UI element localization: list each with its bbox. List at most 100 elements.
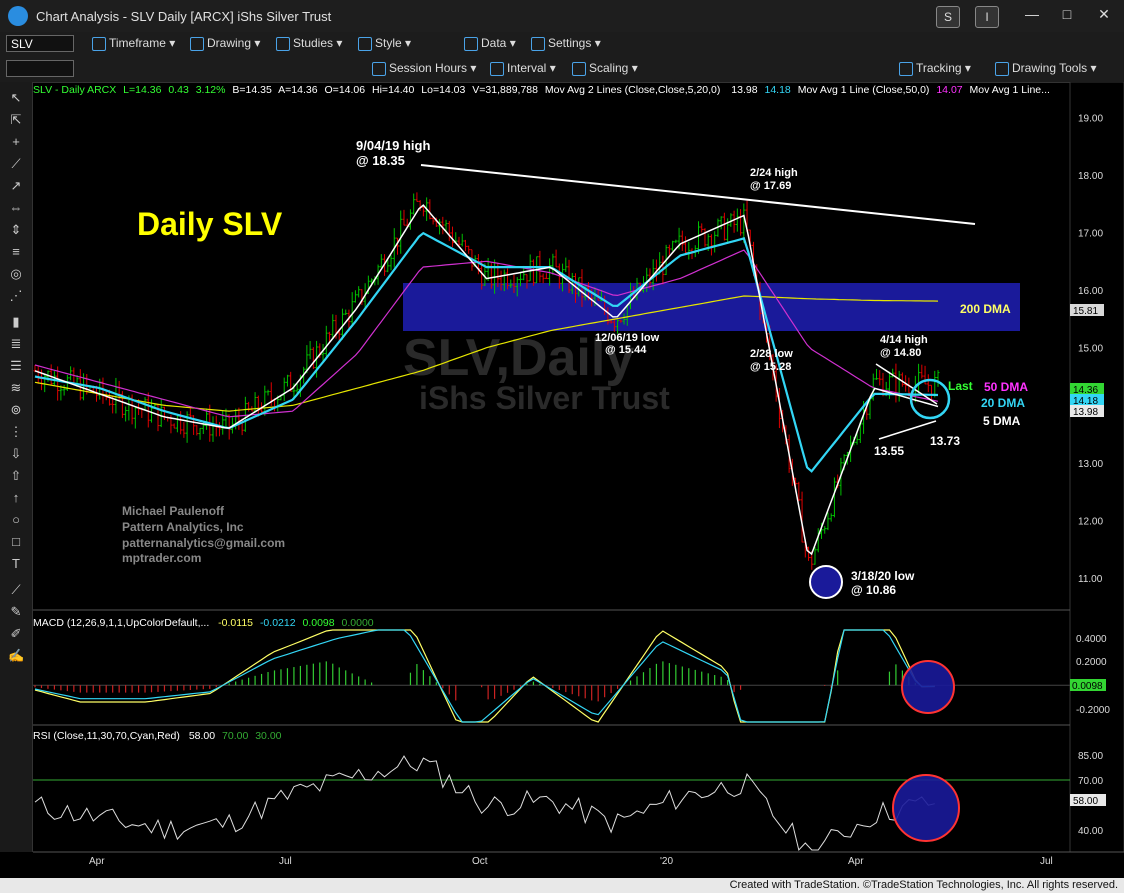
select-icon[interactable]: ⇱ [10, 112, 22, 127]
price-tick-1: 18.00 [1078, 171, 1103, 182]
symbol-link-button[interactable]: S [936, 6, 960, 28]
vertical-line-icon[interactable]: ⇕ [10, 222, 22, 237]
high-414-label: 4/14 high [880, 334, 928, 346]
tracking-menu[interactable]: Tracking ▾ [899, 61, 971, 76]
arrow-down-icon[interactable]: ⇩ [10, 446, 22, 461]
pencil-icon[interactable]: ✐ [10, 626, 22, 641]
gann-icon[interactable]: ◎ [10, 266, 22, 281]
macd-tag [1070, 679, 1106, 691]
resistance-trendline [420, 164, 976, 225]
ruler-icon[interactable]: ⟋ [11, 582, 21, 597]
price-tick-6: 13.00 [1078, 459, 1103, 470]
fib-icon[interactable]: ⋰ [9, 288, 23, 303]
trendline-icon[interactable]: ⟋ [11, 156, 21, 171]
rectangle-icon[interactable]: □ [12, 534, 20, 549]
gear-icon [531, 36, 545, 51]
low-318-label: 3/18/20 low [851, 569, 915, 583]
info-change: 0.43 [168, 84, 189, 96]
data-icon [464, 36, 478, 51]
time-label-jul19: Jul [279, 856, 292, 867]
dma5-label: 5 DMA [983, 414, 1021, 428]
5-dma-line [34, 204, 939, 556]
ellipse-icon[interactable]: ○ [12, 512, 20, 527]
drawing-menu[interactable]: Drawing ▾ [190, 36, 260, 51]
bars-icon[interactable]: ▮ [12, 314, 20, 329]
channel-icon[interactable]: ≡ [12, 244, 20, 259]
dma200-label: 200 DMA [960, 302, 1011, 316]
secondary-toolbar: Session Hours ▾ Interval ▾ Scaling ▾ Tra… [0, 57, 1124, 83]
rsi-label: RSI (Close,11,30,70,Cyan,Red) [33, 730, 180, 742]
text-icon[interactable]: T [12, 556, 20, 571]
macd-tick-1: 0.4000 [1076, 634, 1107, 645]
last-circle [909, 378, 951, 420]
resistance-band [403, 283, 1020, 331]
scaling-menu[interactable]: Scaling ▾ [572, 61, 638, 76]
author-company: Pattern Analytics, Inc [122, 520, 244, 534]
maximize-button[interactable]: □ [1062, 6, 1072, 22]
level-1355-label: 13.55 [874, 444, 904, 458]
spiral-icon[interactable]: ⊚ [10, 402, 22, 417]
fib-retrace-icon[interactable]: ☰ [10, 358, 22, 373]
crosshair-icon[interactable]: + [12, 134, 20, 149]
info-mav1: Mov Avg 1 Line (Close,50,0) [798, 84, 930, 96]
copyright-text: Created with TradeStation. ©TradeStation… [729, 879, 1118, 891]
dma200-tag [1070, 304, 1104, 316]
session-hours-menu[interactable]: Session Hours ▾ [372, 61, 476, 76]
rsi-tag [1070, 794, 1106, 806]
200-dma-line [34, 295, 939, 412]
drawing-tools-menu[interactable]: Drawing Tools ▾ [995, 61, 1097, 76]
highlighter-icon[interactable]: ✍ [8, 648, 25, 663]
interval-menu[interactable]: Interval ▾ [490, 61, 556, 76]
timeframe-menu[interactable]: Timeframe ▾ [92, 36, 175, 51]
rsi-highlight-circle [892, 774, 960, 842]
session-hours-icon [372, 61, 386, 76]
price-tick-0: 19.00 [1078, 113, 1103, 124]
eraser-icon[interactable]: ✎ [10, 604, 22, 619]
low-228-value: @ 15.28 [750, 361, 791, 373]
ray-icon[interactable]: ↗ [10, 178, 22, 193]
studies-menu[interactable]: Studies ▾ [276, 36, 342, 51]
high-0904-value: @ 18.35 [356, 153, 405, 168]
arrow-up-icon[interactable]: ⇧ [10, 468, 22, 483]
rsi-line [34, 755, 935, 852]
close-button[interactable]: ✕ [1098, 6, 1110, 22]
horizontal-line-icon[interactable]: ⇔ [9, 200, 23, 215]
drawing-tools-label: Drawing Tools [1012, 61, 1088, 75]
arrow-up-small-icon[interactable]: ↑ [12, 490, 20, 505]
tradestation-logo-icon [8, 6, 28, 26]
triangle-upper-line [875, 363, 938, 405]
fib-extension-icon[interactable]: ≋ [10, 380, 22, 395]
speed-lines-icon[interactable]: ≣ [10, 336, 22, 351]
scaling-label: Scaling [589, 61, 629, 75]
settings-menu[interactable]: Settings ▾ [531, 36, 601, 51]
info-volume: V=31,889,788 [472, 84, 538, 96]
dma20-label: 20 DMA [981, 396, 1025, 410]
minimize-button[interactable]: — [1025, 6, 1039, 22]
dma20-tag [1070, 394, 1104, 406]
price-tick-7: 12.00 [1078, 517, 1103, 528]
macd-header: MACD (12,26,9,1,1,UpColorDefault,... -0.… [33, 617, 374, 629]
style-menu[interactable]: Style ▾ [358, 36, 411, 51]
drawing-tools-icon [995, 61, 1009, 76]
chart-canvas[interactable]: SLV,Daily iShs Silver Trust Daily SLV 9/… [33, 82, 1124, 878]
interval-link-button[interactable]: I [975, 6, 999, 28]
data-menu[interactable]: Data ▾ [464, 36, 516, 51]
symbol-input[interactable]: SLV [6, 35, 74, 52]
info-open: O=14.06 [325, 84, 366, 96]
cursor-icon[interactable]: ↖ [10, 90, 22, 105]
studies-label: Studies [293, 36, 334, 50]
level-1373-label: 13.73 [930, 434, 960, 448]
last-price-tag [1070, 383, 1104, 395]
info-last: L=14.36 [123, 84, 161, 96]
workspace-dropdown[interactable] [6, 60, 74, 77]
last-label: Last [948, 379, 973, 393]
info-high: Hi=14.40 [372, 84, 414, 96]
watermark-name: iShs Silver Trust [419, 380, 670, 416]
price-tick-4: 15.00 [1078, 344, 1103, 355]
low-circle [809, 565, 843, 599]
dma5-tag-value: 13.98 [1073, 407, 1098, 418]
time-zones-icon[interactable]: ⋮ [9, 424, 23, 439]
rsi-tag-value: 58.00 [1073, 796, 1098, 807]
tracking-icon [899, 61, 913, 76]
low-318-value: @ 10.86 [851, 583, 896, 597]
